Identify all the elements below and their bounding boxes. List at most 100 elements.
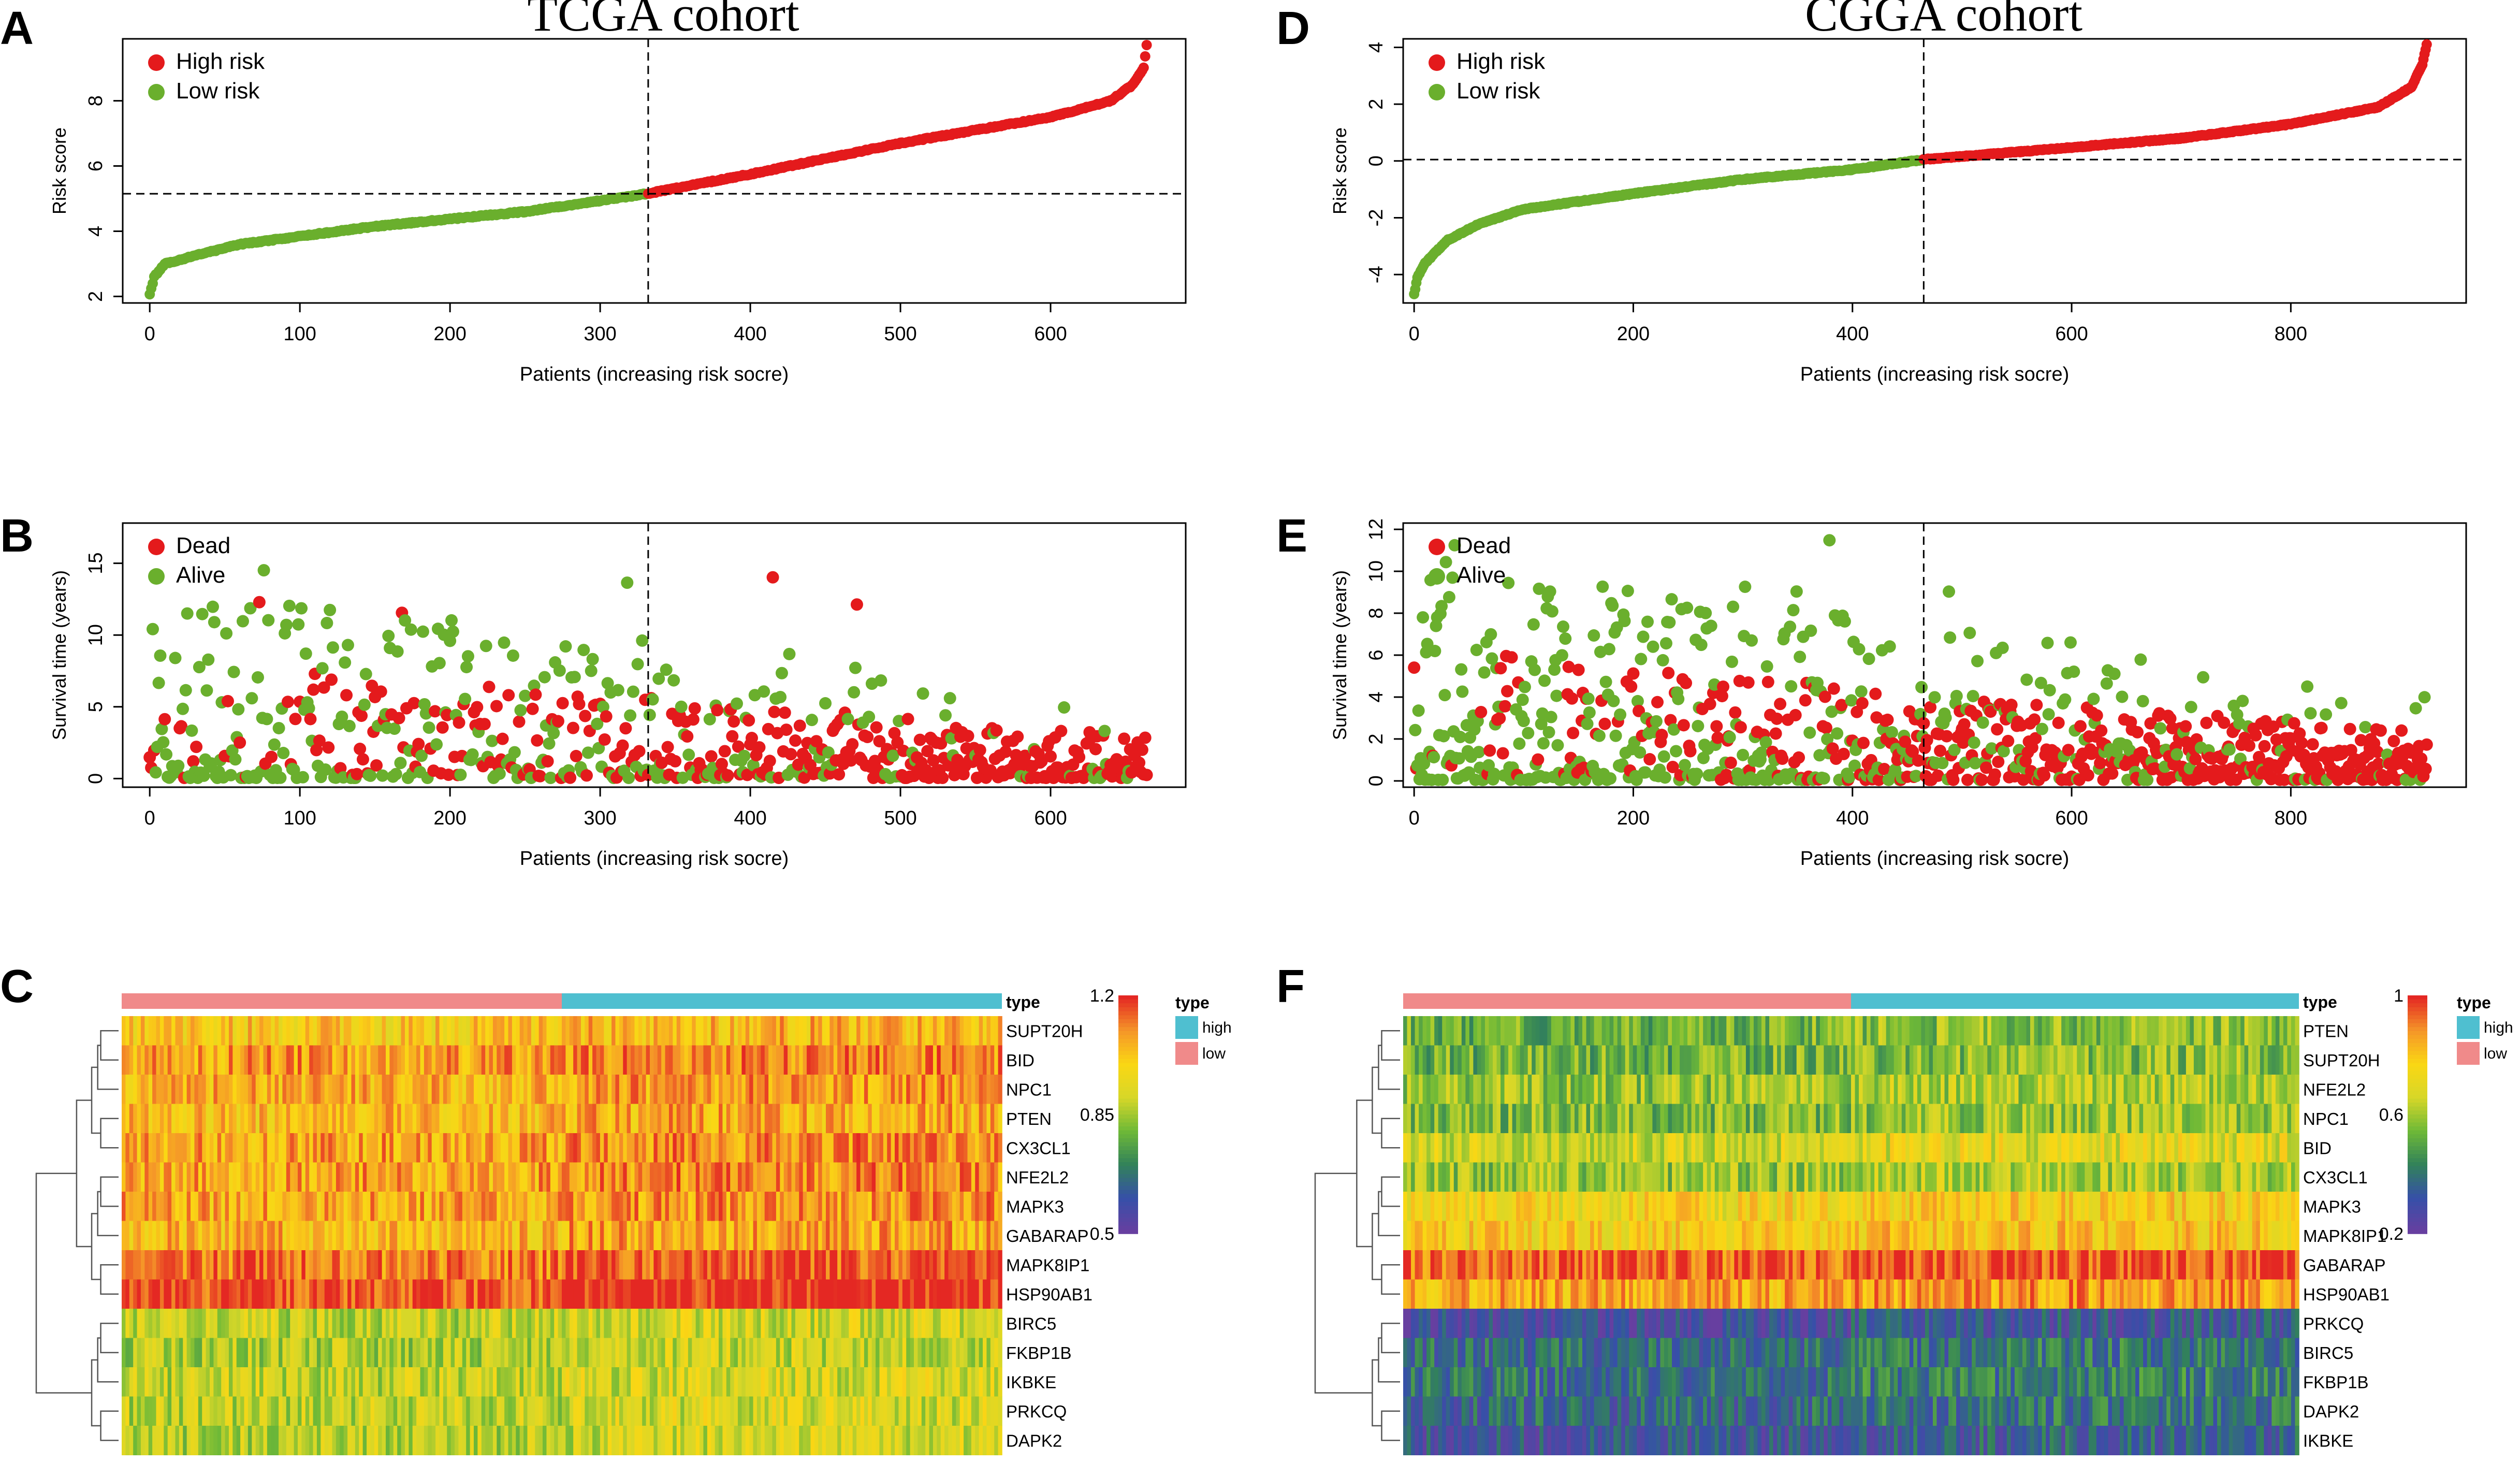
heatmap-cell (191, 1162, 195, 1192)
heatmap-cell (588, 1045, 593, 1075)
heatmap-cell (271, 1016, 275, 1046)
heatmap-cell (700, 1104, 704, 1134)
heatmap-cell (741, 1162, 746, 1192)
heatmap-cell (290, 1221, 295, 1251)
heatmap-cell (316, 1104, 322, 1134)
heatmap-cell (558, 1045, 562, 1075)
heatmap-cell (125, 1133, 130, 1163)
heatmap-cell (164, 1045, 168, 1075)
heatmap-cell (569, 1192, 574, 1221)
heatmap-cell (543, 1075, 547, 1104)
data-point (206, 600, 219, 613)
heatmap-cell (439, 1133, 444, 1163)
data-point (556, 697, 569, 710)
heatmap-cell (481, 1133, 486, 1163)
heatmap-cell (535, 1133, 540, 1163)
heatmap-cell (906, 1162, 911, 1192)
heatmap-cell (841, 1016, 846, 1046)
data-point (547, 727, 560, 740)
heatmap-cell (994, 1104, 999, 1134)
heatmap-cell (274, 1221, 279, 1251)
heatmap-cell (527, 1192, 532, 1221)
heatmap-cell (477, 1075, 482, 1104)
heatmap-cell (298, 1075, 302, 1104)
heatmap-cell (592, 1162, 597, 1192)
heatmap-cell (818, 1133, 823, 1163)
data-point (669, 755, 682, 768)
heatmap-cell (580, 1016, 586, 1046)
heatmap-cell (975, 1016, 980, 1046)
heatmap-cell (455, 1192, 459, 1221)
heatmap-cell (535, 1075, 540, 1104)
heatmap-cell (206, 1133, 210, 1163)
heatmap-row (122, 1162, 1002, 1192)
data-point (2108, 668, 2121, 681)
heatmap-cell (497, 1104, 501, 1134)
heatmap-cell (600, 1162, 605, 1192)
data-point (687, 713, 700, 726)
heatmap-cell (917, 1045, 922, 1075)
heatmap-cell (959, 1016, 964, 1046)
heatmap-cell (730, 1133, 735, 1163)
heatmap-cell (255, 1075, 260, 1104)
heatmap-cell (818, 1045, 823, 1075)
heatmap-cell (849, 1192, 853, 1221)
heatmap-cell (734, 1016, 738, 1046)
heatmap-cell (780, 1162, 784, 1192)
data-point (1138, 62, 1149, 73)
heatmap-cell (864, 1045, 869, 1075)
data-point (175, 720, 188, 733)
heatmap-cell (895, 1162, 899, 1192)
heatmap-cell (925, 1192, 930, 1221)
heatmap-cell (730, 1192, 735, 1221)
heatmap-cell (592, 1016, 597, 1046)
heatmap-cell (535, 1104, 540, 1134)
heatmap-cell (638, 1133, 643, 1163)
heatmap-cell (343, 1192, 348, 1221)
heatmap-cell (623, 1133, 628, 1163)
heatmap-cell (191, 1045, 195, 1075)
data-point (430, 738, 443, 751)
heatmap-cell (232, 1221, 237, 1251)
heatmap-cell (638, 1075, 643, 1104)
heatmap-cell (964, 1045, 968, 1075)
heatmap-cell (210, 1016, 214, 1046)
heatmap-cell (355, 1016, 360, 1046)
heatmap-cell (183, 1221, 187, 1251)
heatmap-cell (914, 1104, 919, 1134)
panel-label-f: F (1276, 961, 1305, 1012)
heatmap-cell (370, 1016, 375, 1046)
heatmap-cell (611, 1162, 616, 1192)
heatmap-cell (159, 1192, 165, 1221)
heatmap-cell (921, 1104, 926, 1134)
data-point (1939, 711, 1952, 724)
y-tick-label: 8 (85, 95, 107, 106)
heatmap-cell (604, 1045, 608, 1075)
gene-label: NFE2L2 (1006, 1168, 1069, 1187)
heatmap-cell (849, 1016, 853, 1046)
data-point (742, 714, 755, 727)
heatmap-cell (929, 1075, 934, 1104)
heatmap-cell (516, 1075, 520, 1104)
heatmap-cell (933, 1192, 938, 1221)
heatmap-cell (171, 1016, 176, 1046)
heatmap-cell (401, 1016, 405, 1046)
heatmap-cell (975, 1104, 980, 1134)
data-point (307, 683, 320, 696)
heatmap-cell (917, 1133, 922, 1163)
heatmap-cell (198, 1192, 203, 1221)
heatmap-cell (745, 1016, 750, 1046)
heatmap-cell (504, 1104, 509, 1134)
heatmap-cell (856, 1192, 861, 1221)
heatmap-cell (673, 1045, 677, 1075)
y-tick-label: 0 (1365, 775, 1387, 786)
heatmap-cell (588, 1192, 593, 1221)
heatmap-cell (569, 1016, 574, 1046)
heatmap-cell (359, 1192, 363, 1221)
heatmap-cell (868, 1016, 872, 1046)
data-point (442, 769, 455, 781)
heatmap-cell (826, 1104, 831, 1134)
data-point (1988, 768, 2001, 781)
data-point (1635, 653, 1648, 665)
data-point (1135, 743, 1148, 756)
